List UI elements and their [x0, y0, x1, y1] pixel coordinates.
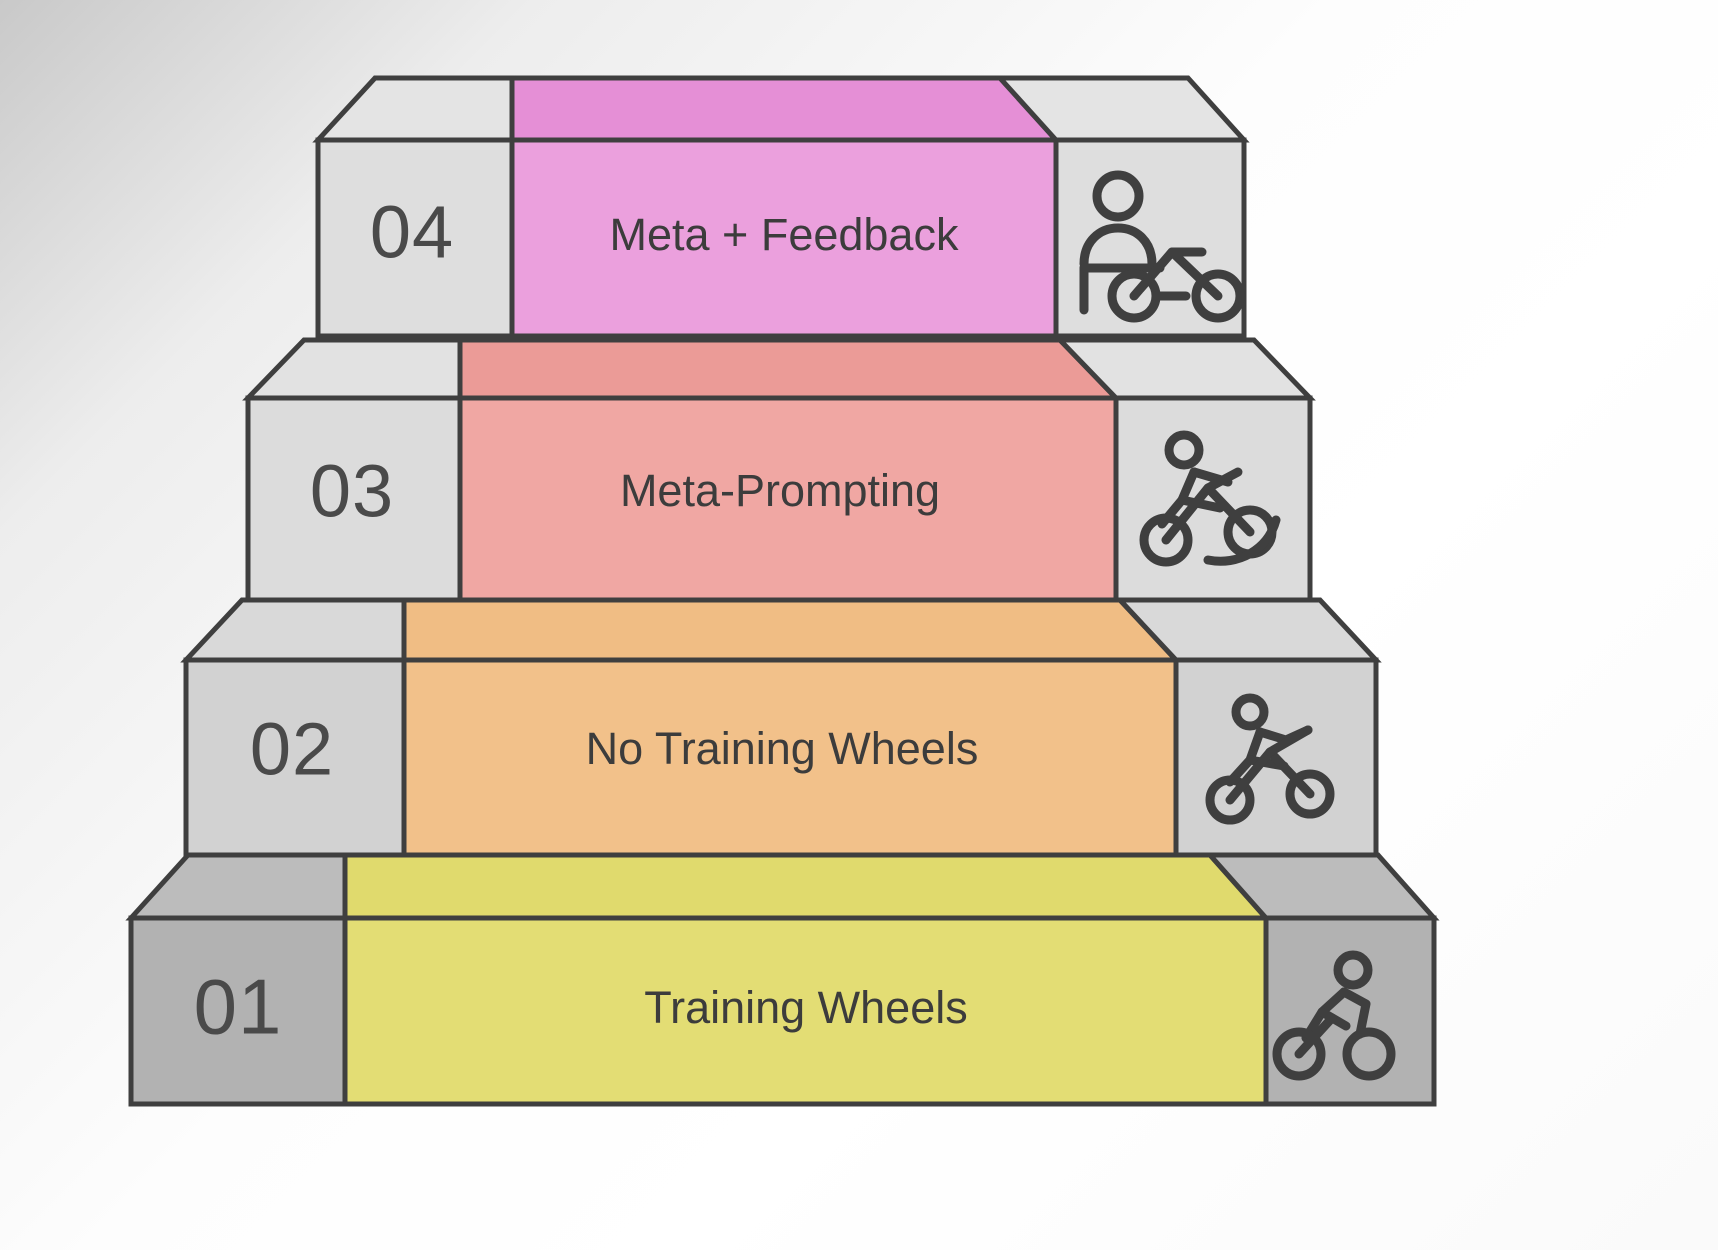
step-02-number-panel[interactable]: [183, 657, 407, 858]
step-03-label-panel[interactable]: [457, 395, 1119, 603]
cyclist-on-bicycle-icon: [1272, 950, 1396, 1081]
step-03-left-top-face: [242, 337, 463, 401]
step-04-left-top-face: [312, 75, 515, 143]
step-04-number: 04: [370, 191, 454, 274]
step-04-group[interactable]: 04 Meta + Feedback: [312, 75, 1250, 339]
step-02-label-panel[interactable]: [401, 657, 1179, 858]
step-03-number: 03: [310, 450, 394, 533]
step-01-label-panel[interactable]: [342, 915, 1269, 1107]
step-02-label: No Training Wheels: [586, 723, 979, 774]
step-02-group[interactable]: 02 No Training Wheels: [180, 597, 1382, 858]
step-03-label: Meta-Prompting: [620, 465, 940, 516]
step-02-number: 02: [250, 708, 334, 791]
step-03-number-panel[interactable]: [245, 395, 463, 603]
step-01-center-top-face: [342, 852, 1272, 921]
step-04-label-panel[interactable]: [509, 137, 1059, 339]
step-01-group[interactable]: 01 Training Wheels: [125, 852, 1440, 1107]
step-04-number-panel[interactable]: [315, 137, 515, 339]
cyclist-leaning-bicycle-icon: [1205, 693, 1335, 825]
person-standing-with-bicycle-icon: [1079, 170, 1245, 323]
step-01-label: Training Wheels: [644, 982, 967, 1033]
step-03-center-top-face: [457, 337, 1122, 401]
step-02-left-top-face: [180, 597, 407, 663]
cyclist-riding-bicycle-icon: [1139, 430, 1281, 567]
step-04-center-top-face: [509, 75, 1062, 143]
step-02-center-top-face: [401, 597, 1182, 663]
step-04-label: Meta + Feedback: [610, 209, 959, 260]
step-01-number: 01: [194, 963, 283, 1051]
step-03-group[interactable]: 03 Meta-Prompting: [242, 337, 1316, 603]
step-01-left-top-face: [125, 852, 348, 921]
